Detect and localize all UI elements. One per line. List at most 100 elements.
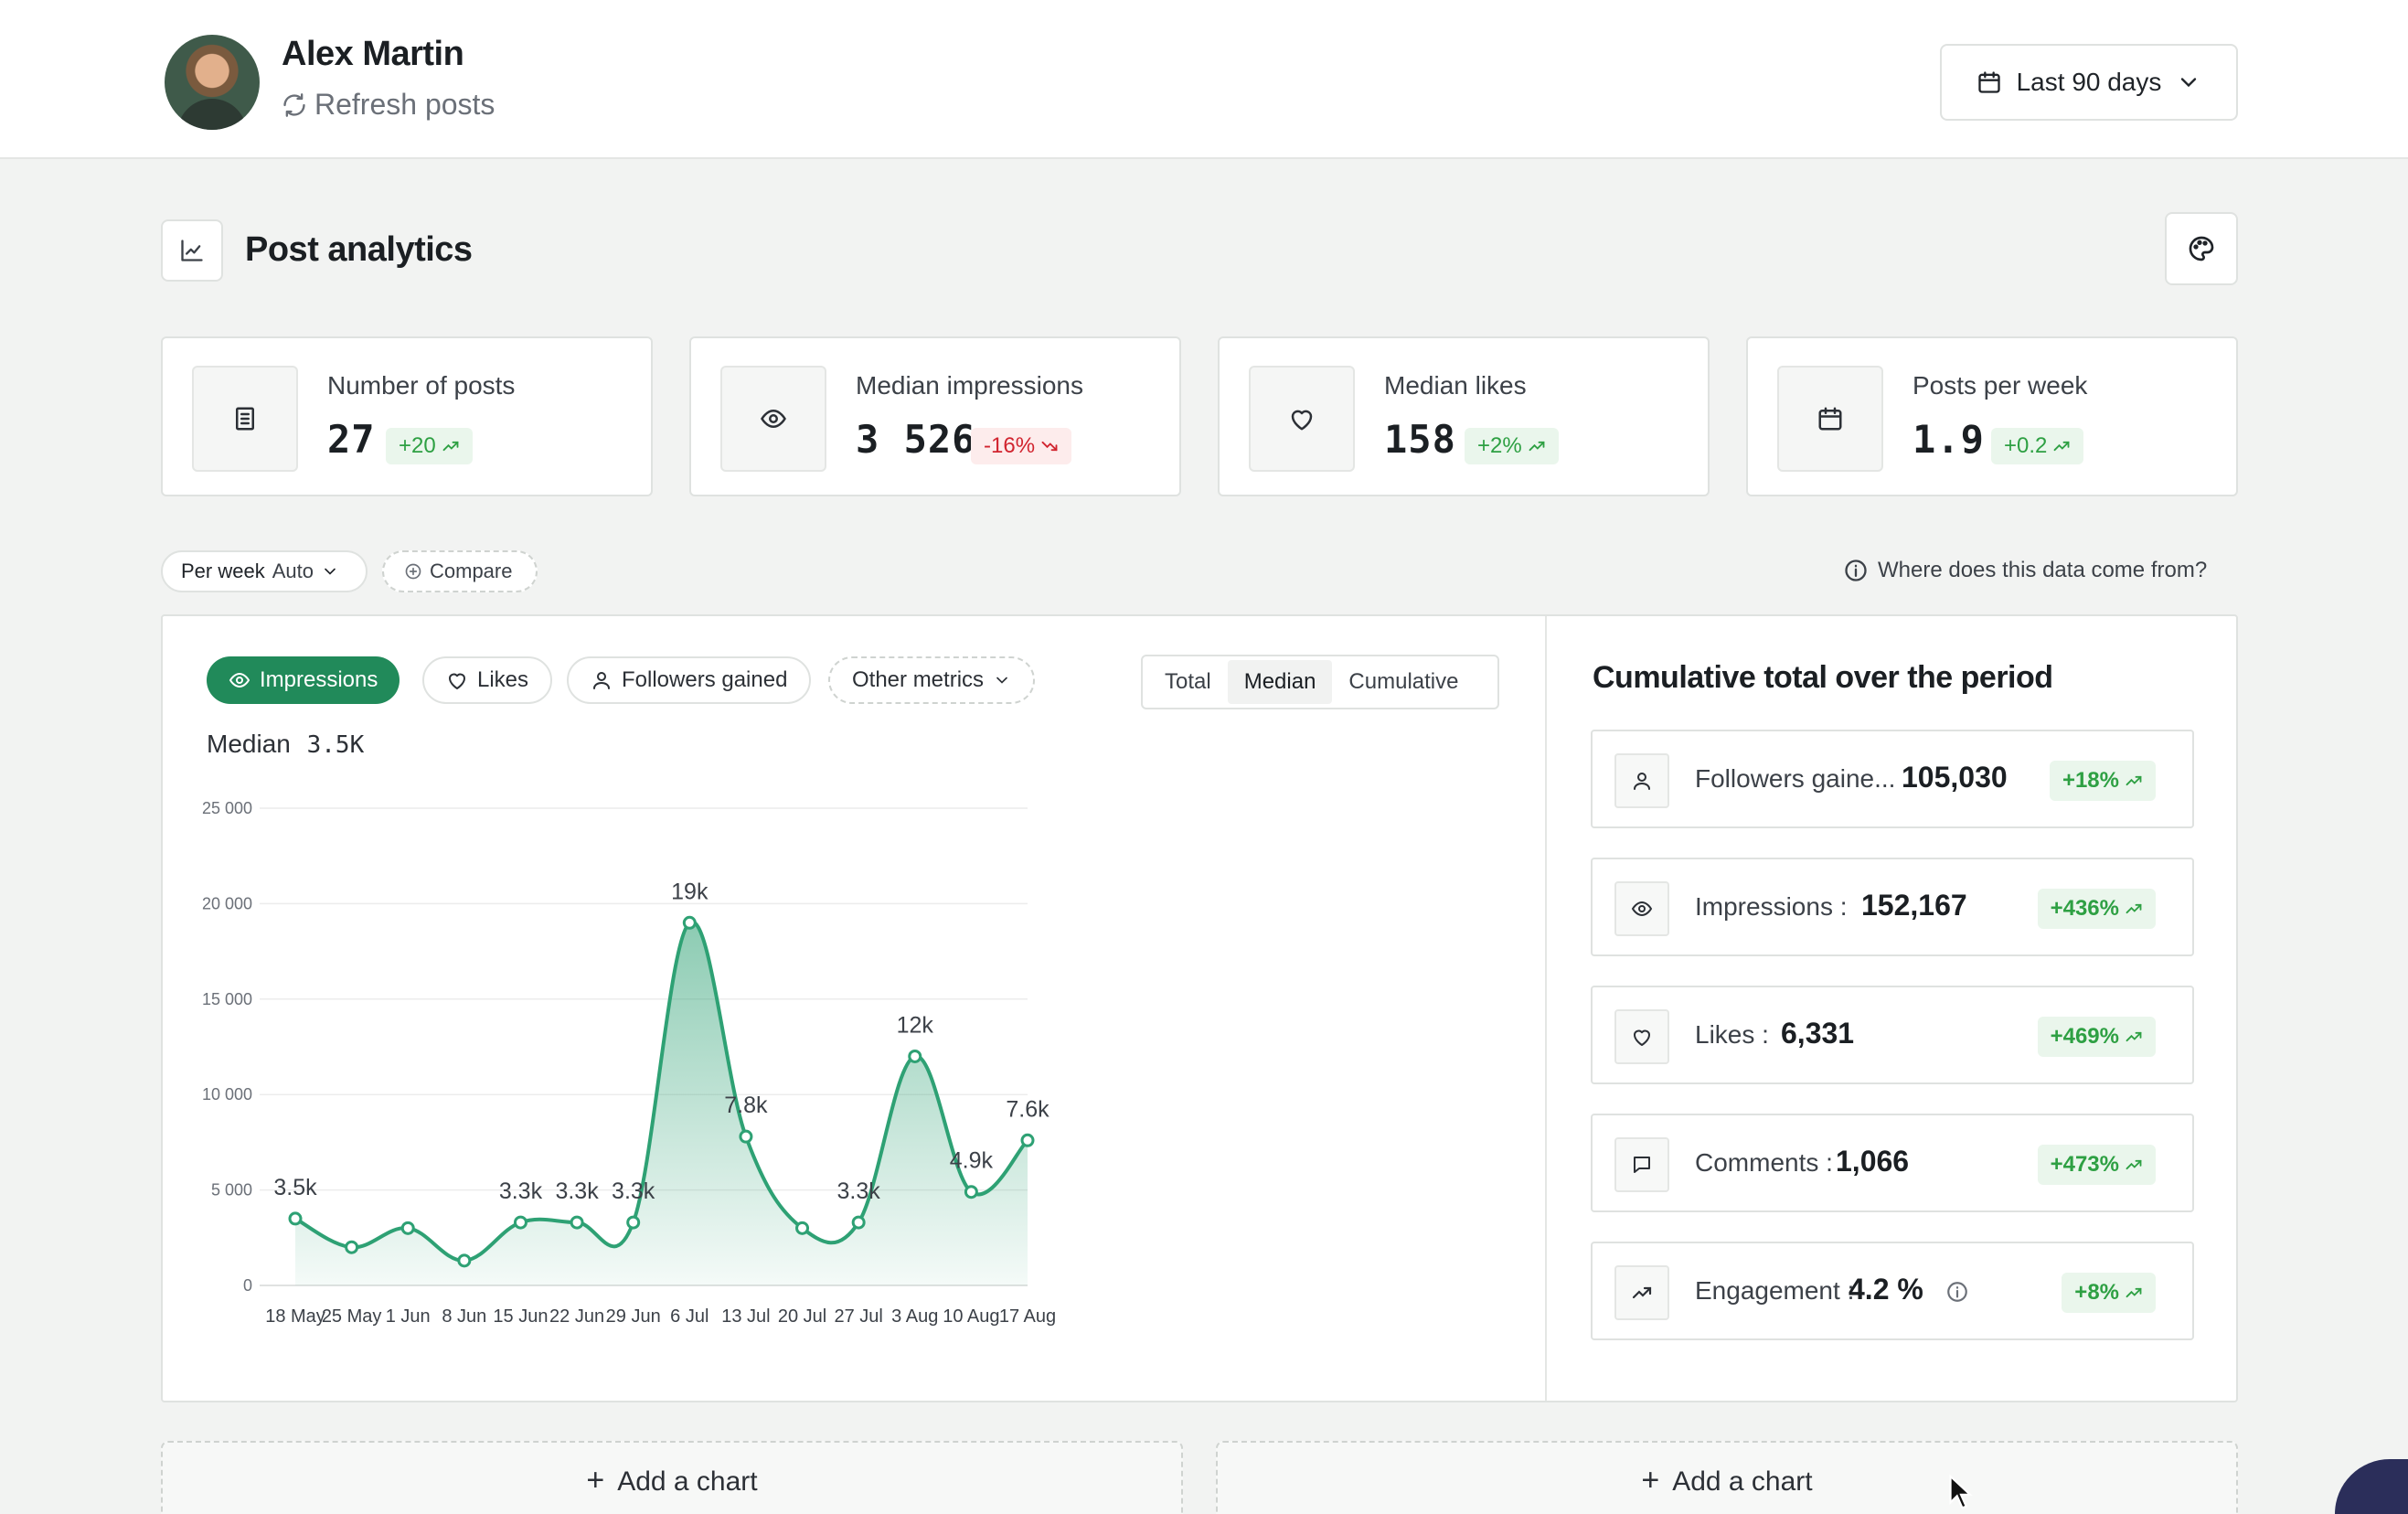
x-tick-label: 29 Jun bbox=[606, 1306, 661, 1327]
data-point[interactable] bbox=[1020, 1133, 1035, 1147]
cumulative-row-followers: Followers gaine... 105,030 +18% bbox=[1591, 730, 2194, 828]
data-point[interactable] bbox=[288, 1211, 303, 1226]
cumulative-delta: +18% bbox=[2062, 768, 2119, 793]
add-chart-button-right[interactable]: + Add a chart bbox=[1216, 1441, 2238, 1514]
tab-likes[interactable]: Likes bbox=[422, 656, 553, 704]
data-point[interactable] bbox=[964, 1185, 978, 1199]
trend-up-icon bbox=[2126, 1159, 2142, 1170]
add-chart-button-left[interactable]: + Add a chart bbox=[161, 1441, 1183, 1514]
refresh-posts-button[interactable]: Refresh posts bbox=[282, 88, 495, 122]
tab-impressions[interactable]: Impressions bbox=[207, 656, 400, 704]
cumulative-row-likes: Likes : 6,331 +469% bbox=[1591, 986, 2194, 1084]
data-point[interactable] bbox=[795, 1221, 810, 1235]
other-metrics-label: Other metrics bbox=[852, 667, 985, 692]
plus-icon: + bbox=[586, 1463, 605, 1498]
info-icon[interactable] bbox=[1945, 1280, 1969, 1304]
add-chart-label: Add a chart bbox=[617, 1466, 758, 1497]
median-summary: Median 3.5K bbox=[207, 730, 364, 759]
stat-label: Posts per week bbox=[1913, 371, 2088, 400]
stat-delta: +20 bbox=[399, 433, 436, 458]
cumulative-delta: +473% bbox=[2050, 1152, 2119, 1177]
stat-label: Number of posts bbox=[327, 371, 516, 400]
data-point[interactable] bbox=[626, 1215, 641, 1230]
cumulative-delta-badge: +436% bbox=[2037, 889, 2156, 929]
cumulative-value: 105,030 bbox=[1902, 761, 2008, 794]
trend-icon bbox=[1614, 1265, 1669, 1320]
data-point[interactable] bbox=[345, 1240, 359, 1254]
cumulative-row-engagement: Engagement : 4.2 % +8% bbox=[1591, 1242, 2194, 1340]
tab-followers-gained[interactable]: Followers gained bbox=[567, 656, 812, 704]
data-point[interactable] bbox=[400, 1221, 415, 1235]
data-label: 3.3k bbox=[837, 1178, 881, 1204]
data-label: 3.3k bbox=[555, 1178, 599, 1204]
cumulative-value: 152,167 bbox=[1861, 889, 1967, 922]
plus-icon: + bbox=[1641, 1463, 1660, 1498]
x-tick-label: 6 Jul bbox=[670, 1306, 709, 1327]
x-tick-label: 25 May bbox=[322, 1306, 382, 1327]
stat-label: Median impressions bbox=[856, 371, 1083, 400]
interval-dropdown[interactable]: Per week Auto bbox=[161, 550, 368, 592]
x-tick-label: 22 Jun bbox=[549, 1306, 604, 1327]
aggregation-cumulative[interactable]: Cumulative bbox=[1348, 669, 1459, 694]
x-tick-label: 8 Jun bbox=[442, 1306, 486, 1327]
cumulative-delta: +436% bbox=[2050, 896, 2119, 921]
avatar[interactable] bbox=[165, 35, 260, 130]
data-label: 19k bbox=[671, 879, 709, 904]
aggregation-total[interactable]: Total bbox=[1165, 669, 1211, 694]
data-point[interactable] bbox=[851, 1215, 866, 1230]
cumulative-row-impressions: Impressions : 152,167 +436% bbox=[1591, 858, 2194, 956]
mouse-cursor-icon bbox=[1949, 1474, 1973, 1509]
aggregation-median[interactable]: Median bbox=[1227, 660, 1333, 704]
chevron-down-icon bbox=[996, 677, 1007, 684]
data-point[interactable] bbox=[908, 1049, 922, 1063]
stat-delta-badge: +2% bbox=[1465, 428, 1559, 464]
document-icon bbox=[192, 366, 298, 472]
eye-icon bbox=[720, 366, 826, 472]
data-source-link[interactable]: Where does this data come from? bbox=[1843, 558, 2207, 583]
trend-up-icon bbox=[442, 441, 459, 452]
plus-circle-icon bbox=[405, 563, 421, 580]
cumulative-title: Cumulative total over the period bbox=[1593, 660, 2053, 695]
calendar-icon bbox=[1977, 71, 2000, 93]
date-range-dropdown[interactable]: Last 90 days bbox=[1940, 44, 2238, 121]
info-icon bbox=[1845, 560, 1867, 581]
cumulative-label: Likes : bbox=[1695, 1020, 1769, 1049]
user-icon bbox=[593, 672, 610, 689]
cumulative-label: Engagement : bbox=[1695, 1276, 1855, 1305]
cumulative-label: Impressions : bbox=[1695, 892, 1848, 921]
tab-impressions-label: Impressions bbox=[260, 667, 378, 692]
theme-palette-button[interactable] bbox=[2165, 212, 2238, 285]
date-range-label: Last 90 days bbox=[2016, 68, 2162, 96]
interval-mode: Auto bbox=[272, 560, 314, 582]
user-icon bbox=[1614, 753, 1669, 808]
stat-value: 3 526 bbox=[856, 417, 976, 462]
y-tick-label: 25 000 bbox=[202, 799, 252, 817]
data-point[interactable] bbox=[682, 915, 697, 930]
stat-delta-badge: -16% bbox=[971, 428, 1072, 464]
cumulative-delta-badge: +8% bbox=[2062, 1273, 2156, 1313]
trend-up-icon bbox=[2126, 775, 2142, 786]
x-tick-label: 1 Jun bbox=[386, 1306, 431, 1327]
data-label: 3.3k bbox=[612, 1178, 655, 1204]
cumulative-label: Comments : bbox=[1695, 1148, 1833, 1177]
user-name: Alex Martin bbox=[282, 35, 464, 73]
data-point[interactable] bbox=[457, 1253, 472, 1268]
stat-value: 1.9 bbox=[1913, 417, 1985, 462]
stat-value: 158 bbox=[1384, 417, 1456, 462]
data-point[interactable] bbox=[739, 1129, 753, 1144]
compare-button[interactable]: Compare bbox=[382, 550, 538, 592]
tab-followers-label: Followers gained bbox=[622, 667, 788, 692]
stat-label: Median likes bbox=[1384, 371, 1527, 400]
stat-delta: +2% bbox=[1477, 433, 1522, 458]
line-chart-icon bbox=[161, 219, 223, 282]
other-metrics-dropdown[interactable]: Other metrics bbox=[828, 656, 1036, 704]
trend-up-icon bbox=[2053, 441, 2070, 452]
data-point[interactable] bbox=[570, 1215, 584, 1230]
data-point[interactable] bbox=[513, 1215, 527, 1230]
cumulative-delta-badge: +473% bbox=[2037, 1145, 2156, 1185]
stat-card-posts: Number of posts 27 +20 bbox=[161, 336, 653, 496]
trend-up-icon bbox=[1529, 441, 1545, 452]
heart-icon bbox=[449, 673, 465, 689]
data-source-label: Where does this data come from? bbox=[1878, 558, 2208, 582]
y-tick-label: 20 000 bbox=[202, 894, 252, 912]
